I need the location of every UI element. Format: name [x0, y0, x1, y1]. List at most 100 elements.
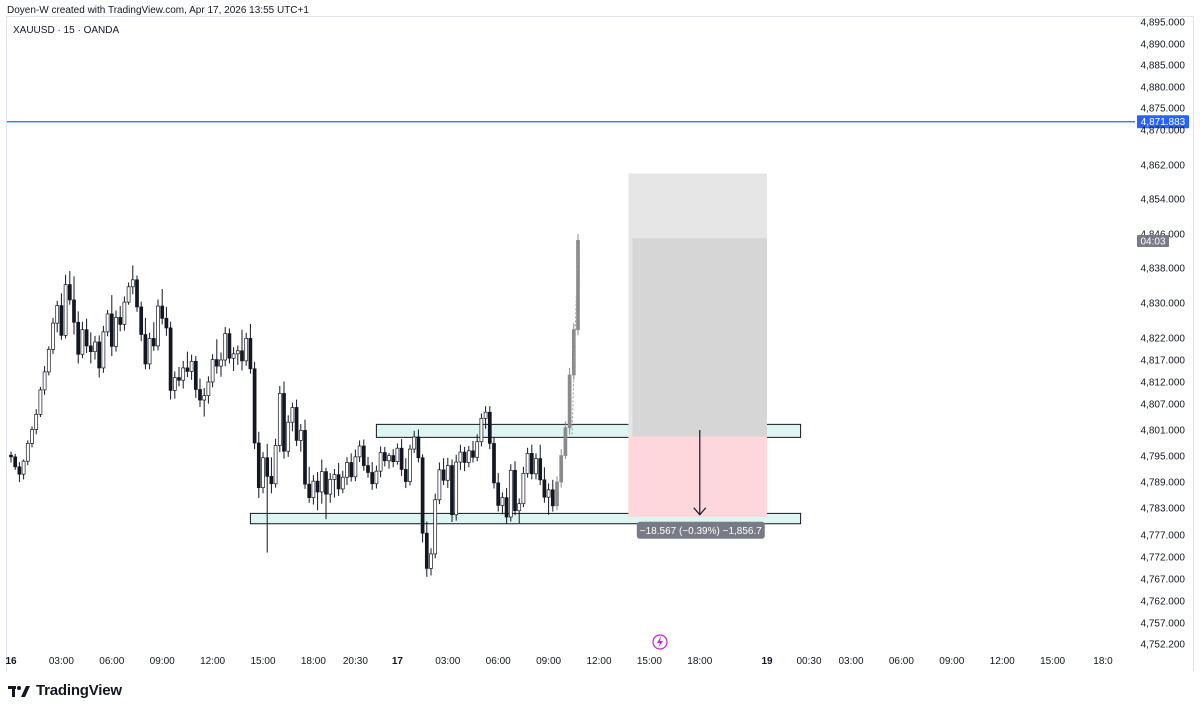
- measure-layer: −18.567 (−0.39%) −1,856.7: [636, 430, 765, 539]
- candle-body: [471, 450, 475, 458]
- candle-body: [256, 442, 261, 488]
- candle-body: [391, 455, 396, 462]
- candle-body: [17, 466, 22, 475]
- candle-body: [550, 489, 555, 507]
- position-stop-area: [628, 436, 767, 517]
- candle-body: [114, 317, 118, 347]
- candle-body: [55, 305, 60, 324]
- tradingview-logo-text: TradingView: [36, 682, 122, 699]
- candle-body: [277, 393, 282, 446]
- y-tick-label: 4,885.000: [1141, 61, 1186, 72]
- position-layer: [628, 173, 767, 517]
- candle-body: [126, 286, 131, 303]
- candle-body: [172, 377, 177, 391]
- x-tick-label: 12:00: [990, 656, 1015, 667]
- candle-body: [25, 443, 30, 462]
- x-tick-label: 15:00: [250, 656, 275, 667]
- candle-body: [504, 497, 509, 518]
- candle-body: [382, 452, 387, 462]
- candles-layer: [9, 234, 580, 577]
- candle-body: [298, 430, 303, 441]
- candle-body: [345, 462, 349, 478]
- candle-body: [349, 462, 354, 478]
- y-tick-label: 4,895.000: [1141, 18, 1186, 29]
- candle-body: [500, 497, 505, 506]
- candle-body: [429, 553, 433, 569]
- candle-body: [9, 454, 13, 458]
- candle-body: [76, 321, 81, 355]
- countdown-badge: [1137, 235, 1169, 247]
- candle-body: [235, 350, 240, 355]
- candle-body: [46, 349, 51, 373]
- y-tick-label: 4,854.000: [1141, 195, 1186, 206]
- lightning-icon[interactable]: [652, 634, 668, 650]
- candle-body: [198, 389, 202, 401]
- x-tick-label: 16: [5, 656, 17, 667]
- candle-body: [521, 472, 526, 505]
- candle-body: [34, 414, 39, 430]
- y-tick-label: 4,862.000: [1141, 161, 1186, 172]
- lower-zone-rect[interactable]: [249, 512, 802, 525]
- y-axis: 4,895.000 4,890.000 4,885.000 4,880.000 4,87…: [1141, 18, 1186, 651]
- candle-body: [353, 456, 358, 478]
- y-tick-label: 4,752.200: [1141, 640, 1186, 651]
- tradingview-logo[interactable]: TradingView: [8, 682, 122, 699]
- candle-body: [122, 301, 127, 325]
- x-tick-label: 18:00: [687, 656, 712, 667]
- candle-body: [378, 452, 383, 472]
- x-tick-label: 03:00: [838, 656, 863, 667]
- candle-body: [67, 284, 72, 301]
- candle-body: [454, 461, 459, 516]
- x-tick-label: 06:00: [889, 656, 914, 667]
- candle-body: [223, 333, 228, 361]
- candle-body: [303, 430, 307, 485]
- candle-body: [80, 329, 85, 355]
- candle-body: [294, 407, 299, 441]
- y-tick-label: 4,789.000: [1141, 478, 1186, 489]
- candle-body: [135, 279, 139, 308]
- x-tick-label: 03:00: [49, 656, 74, 667]
- candle-body: [416, 436, 421, 459]
- x-tick-label: 20:30: [343, 656, 368, 667]
- horizontal-line-price-badge: [1137, 115, 1189, 129]
- candle-body: [307, 483, 312, 498]
- candle-body: [559, 455, 564, 483]
- candle-body: [387, 455, 391, 462]
- candle-body: [72, 299, 76, 323]
- chart-frame: [6, 16, 1194, 671]
- y-tick-label: 4,772.000: [1141, 553, 1186, 564]
- symbol-label: XAUUSD · 15 · OANDA: [13, 25, 120, 36]
- candle-body: [139, 306, 144, 335]
- x-tick-label: 06:00: [99, 656, 124, 667]
- candle-body: [546, 489, 551, 498]
- candle-body: [315, 480, 320, 493]
- candle-body: [357, 445, 362, 458]
- candle-body: [109, 313, 114, 347]
- y-tick-label: 4,822.000: [1141, 334, 1186, 345]
- x-tick-label: 17: [392, 656, 404, 667]
- y-tick-label: 4,880.000: [1141, 83, 1186, 94]
- candle-body: [227, 333, 232, 359]
- candle-body: [336, 474, 341, 490]
- candle-body: [143, 334, 148, 365]
- candle-body: [475, 441, 480, 458]
- y-tick-label: 4,757.000: [1141, 619, 1186, 630]
- measure-arrow-head: [693, 507, 707, 516]
- candle-body: [445, 465, 450, 481]
- candle-body: [38, 389, 43, 415]
- x-tick-label: 09:00: [939, 656, 964, 667]
- candle-body: [324, 471, 328, 495]
- y-tick-label: 4,795.000: [1141, 452, 1186, 463]
- y-tick-label: 4,817.000: [1141, 356, 1186, 367]
- candle-body: [151, 338, 156, 347]
- candle-body: [483, 411, 488, 419]
- measure-label: −18.567 (−0.39%) −1,856.7: [640, 526, 762, 537]
- candle-body: [273, 445, 278, 485]
- candle-body: [97, 341, 102, 369]
- candle-body: [311, 480, 316, 498]
- candle-body: [492, 443, 496, 484]
- candle-body: [231, 353, 236, 359]
- candle-body: [458, 451, 463, 463]
- candle-body: [361, 445, 366, 466]
